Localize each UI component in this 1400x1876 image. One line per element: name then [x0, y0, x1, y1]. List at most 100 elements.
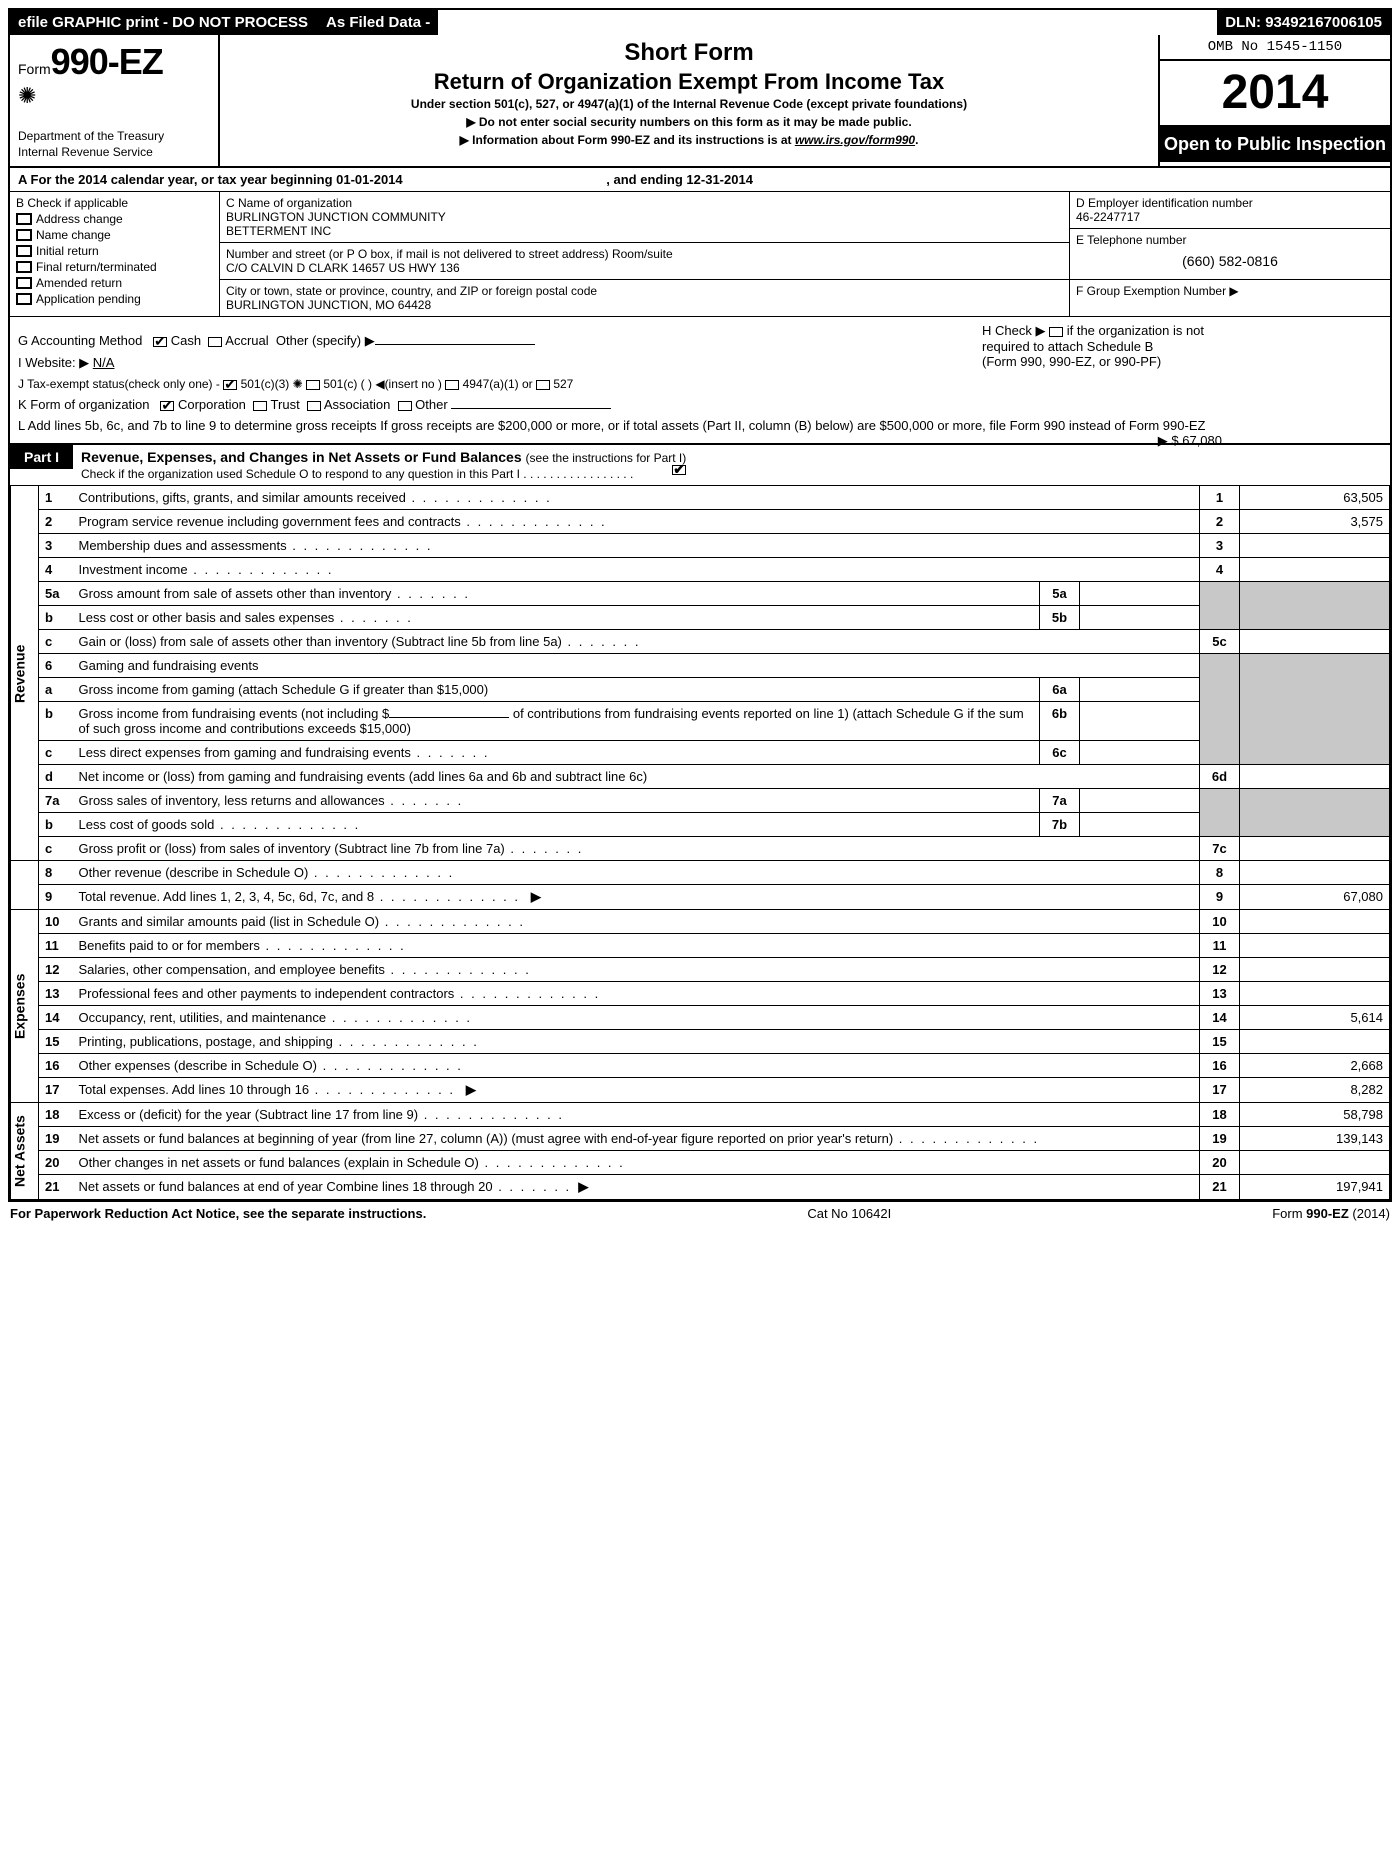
l11-no: 11 — [39, 934, 73, 958]
chk-name-change[interactable] — [16, 229, 32, 241]
l9-num: 9 — [1200, 885, 1240, 910]
l5b-no: b — [39, 606, 73, 630]
l7c-val — [1240, 837, 1390, 861]
l7ab-greyval — [1240, 789, 1390, 837]
chk-j-4947[interactable] — [445, 380, 459, 390]
e-cell: E Telephone number (660) 582-0816 — [1070, 229, 1390, 280]
f-cell: F Group Exemption Number ▶ — [1070, 280, 1390, 302]
part1-header: Part I Revenue, Expenses, and Changes in… — [10, 445, 1158, 485]
l16-desc: Other expenses (describe in Schedule O) — [73, 1054, 1200, 1078]
l13-desc: Professional fees and other payments to … — [73, 982, 1200, 1006]
l2-val: 3,575 — [1240, 510, 1390, 534]
l5b-subval — [1080, 606, 1200, 630]
l7c-num: 7c — [1200, 837, 1240, 861]
topbar-left: efile GRAPHIC print - DO NOT PROCESS — [10, 10, 316, 35]
g-cash: Cash — [171, 333, 201, 348]
chk-k-trust[interactable] — [253, 401, 267, 411]
h-text2: if the organization is — [1067, 323, 1186, 338]
header-right: OMB No 1545-1150 2014 Open to Public Ins… — [1160, 35, 1390, 166]
l6d-val — [1240, 765, 1390, 789]
header-row: Form990-EZ ✺ Department of the Treasury … — [10, 35, 1390, 168]
l14-no: 14 — [39, 1006, 73, 1030]
l14-val: 5,614 — [1240, 1006, 1390, 1030]
k-other-blank — [451, 408, 611, 409]
l15-num: 15 — [1200, 1030, 1240, 1054]
l17-num: 17 — [1200, 1078, 1240, 1103]
form-name: Form990-EZ — [18, 41, 210, 83]
l19-val: 139,143 — [1240, 1127, 1390, 1151]
e-lbl: E Telephone number — [1076, 233, 1384, 247]
l11-desc: Benefits paid to or for members — [73, 934, 1200, 958]
row-a-label: A For the 2014 calendar year, or tax yea… — [18, 172, 403, 187]
chk-address-change[interactable] — [16, 213, 32, 225]
l5a-subval — [1080, 582, 1200, 606]
under-section: Under section 501(c), 527, or 4947(a)(1)… — [411, 97, 967, 111]
c-name-lbl: C Name of organization — [226, 196, 1063, 210]
l8-no: 8 — [39, 861, 73, 885]
chk-k-corp[interactable] — [160, 401, 174, 411]
footer-left: For Paperwork Reduction Act Notice, see … — [10, 1206, 426, 1221]
h-text4: (Form 990, 990-EZ, or 990-PF) — [982, 354, 1161, 369]
l13-val — [1240, 982, 1390, 1006]
topbar-gap — [438, 10, 1217, 35]
form-990ez: efile GRAPHIC print - DO NOT PROCESS As … — [8, 8, 1392, 1202]
l19-no: 19 — [39, 1127, 73, 1151]
chk-g-cash[interactable] — [153, 337, 167, 347]
l13-no: 13 — [39, 982, 73, 1006]
footer-right: Form 990-EZ (2014) — [1272, 1206, 1390, 1221]
chk-g-accrual[interactable] — [208, 337, 222, 347]
chk-application-pending[interactable] — [16, 293, 32, 305]
l9-val: 67,080 — [1240, 885, 1390, 910]
chk-initial-return[interactable] — [16, 245, 32, 257]
c-name-val2: BETTERMENT INC — [226, 224, 1063, 238]
lbl-initial-return: Initial return — [36, 244, 99, 258]
l20-no: 20 — [39, 1151, 73, 1175]
chk-h[interactable] — [1049, 327, 1063, 337]
l2-num: 2 — [1200, 510, 1240, 534]
l7a-sub: 7a — [1040, 789, 1080, 813]
lbl-amended-return: Amended return — [36, 276, 122, 290]
l6a-sub: 6a — [1040, 678, 1080, 702]
l16-val: 2,668 — [1240, 1054, 1390, 1078]
l6c-sub: 6c — [1040, 741, 1080, 765]
g-other-blank — [375, 344, 535, 345]
chk-k-other[interactable] — [398, 401, 412, 411]
chk-j-501c[interactable] — [306, 380, 320, 390]
j-opt4: 527 — [553, 377, 573, 391]
l10-desc: Grants and similar amounts paid (list in… — [73, 910, 1200, 934]
d-cell: D Employer identification number 46-2247… — [1070, 192, 1390, 229]
omb-number: OMB No 1545-1150 — [1160, 35, 1390, 61]
l6b-desc1: Gross income from fundraising events (no… — [79, 706, 390, 721]
topbar-mid: As Filed Data - — [318, 10, 438, 35]
l1-desc: Contributions, gifts, grants, and simila… — [73, 486, 1200, 510]
l9-desc: Total revenue. Add lines 1, 2, 3, 4, 5c,… — [73, 885, 1200, 910]
l8-num: 8 — [1200, 861, 1240, 885]
col-b: B Check if applicable Address change Nam… — [10, 192, 220, 316]
chk-j-527[interactable] — [536, 380, 550, 390]
chk-final-return[interactable] — [16, 261, 32, 273]
l5b-desc: Less cost or other basis and sales expen… — [73, 606, 1040, 630]
l3-desc: Membership dues and assessments — [73, 534, 1200, 558]
l1-num: 1 — [1200, 486, 1240, 510]
chk-j-501c3[interactable] — [223, 380, 237, 390]
l6b-subval — [1080, 702, 1200, 741]
lbl-name-change: Name change — [36, 228, 111, 242]
g-other: Other (specify) ▶ — [276, 333, 375, 348]
tax-year: 2014 — [1160, 61, 1390, 127]
irs-link[interactable]: www.irs.gov/form990 — [795, 133, 915, 147]
l6a-desc: Gross income from gaming (attach Schedul… — [73, 678, 1040, 702]
l20-desc: Other changes in net assets or fund bala… — [73, 1151, 1200, 1175]
j-line: J Tax-exempt status(check only one) - 50… — [18, 377, 1382, 391]
header-mid: Short Form Return of Organization Exempt… — [220, 35, 1160, 166]
l6b-sub: 6b — [1040, 702, 1080, 741]
k-lbl: K Form of organization — [18, 397, 150, 412]
l19-num: 19 — [1200, 1127, 1240, 1151]
chk-part1-schedo[interactable] — [672, 465, 686, 475]
l6b-desc: Gross income from fundraising events (no… — [73, 702, 1040, 741]
dept-irs: Internal Revenue Service — [18, 145, 210, 161]
l21-num: 21 — [1200, 1175, 1240, 1200]
l6a-subval — [1080, 678, 1200, 702]
l2-no: 2 — [39, 510, 73, 534]
chk-amended-return[interactable] — [16, 277, 32, 289]
chk-k-assoc[interactable] — [307, 401, 321, 411]
